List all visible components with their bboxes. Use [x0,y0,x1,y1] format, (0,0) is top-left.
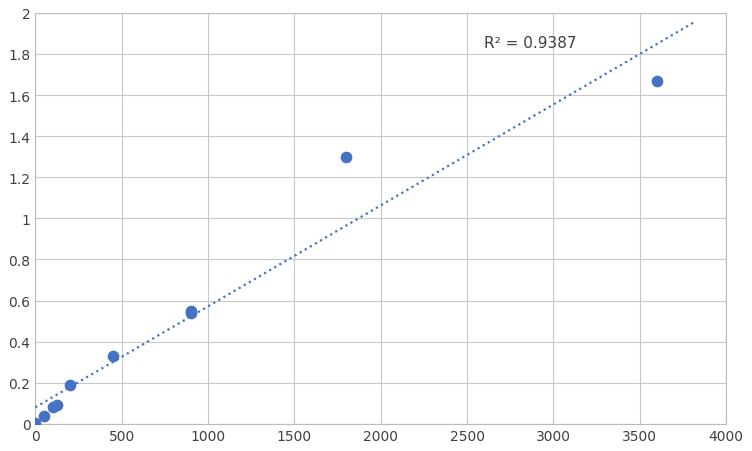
Point [47,404,59,411]
Point [29,419,41,427]
Point [64,381,76,388]
Point [651,78,663,85]
Point [38,412,50,419]
Point [51,402,63,409]
Point [340,154,352,161]
Text: R² = 0.9387: R² = 0.9387 [484,36,577,51]
Point [185,308,197,315]
Point [185,309,197,317]
Point [107,353,119,360]
